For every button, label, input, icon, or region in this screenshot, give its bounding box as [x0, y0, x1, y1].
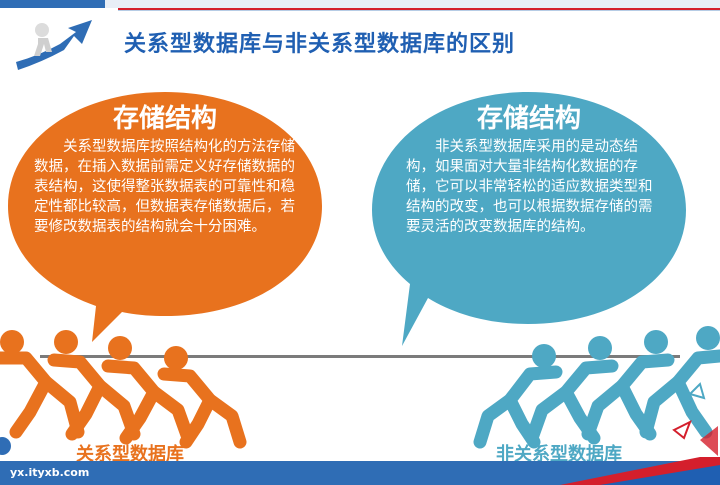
- right-bubble-shape: [372, 92, 686, 346]
- right-caption: 非关系型数据库: [496, 444, 622, 465]
- tug-of-war-rope: [40, 355, 680, 358]
- left-heading: 存储结构: [112, 104, 217, 134]
- right-team-figures: [473, 326, 720, 449]
- left-bubble: 存储结构 关系型数据库按照结构化的方法存储数据，在插入数据前需定义好存储数据的表…: [0, 84, 330, 324]
- right-heading: 存储结构: [476, 104, 581, 134]
- title-rule: [118, 8, 720, 10]
- footer-bar: [0, 457, 720, 485]
- title-bar: 关系型数据库与非关系型数据库的区别: [0, 0, 720, 80]
- right-bubble: 存储结构 非关系型数据库采用的是动态结构，如果面对大量非结构化数据的存储，它可以…: [368, 84, 698, 324]
- left-team-figures: [0, 330, 247, 449]
- left-caption: 关系型数据库: [76, 444, 184, 465]
- title-rule-blue: [118, 10, 720, 11]
- decorative-triangles: [672, 382, 718, 456]
- top-accent: [0, 0, 105, 8]
- page-title: 关系型数据库与非关系型数据库的区别: [124, 32, 516, 57]
- left-bubble-shape: [8, 92, 322, 342]
- left-body: 关系型数据库按照结构化的方法存储数据，在插入数据前需定义好存储数据的表结构，这使…: [34, 139, 295, 235]
- top-strip: [0, 0, 720, 8]
- right-body: 非关系型数据库采用的是动态结构，如果面对大量非结构化数据的存储，它可以非常轻松的…: [406, 139, 653, 235]
- footer-url: yx.ityxb.com: [10, 466, 90, 479]
- climbing-figure-arrow-icon: [16, 20, 92, 70]
- left-edge-circle-icon: [0, 437, 11, 455]
